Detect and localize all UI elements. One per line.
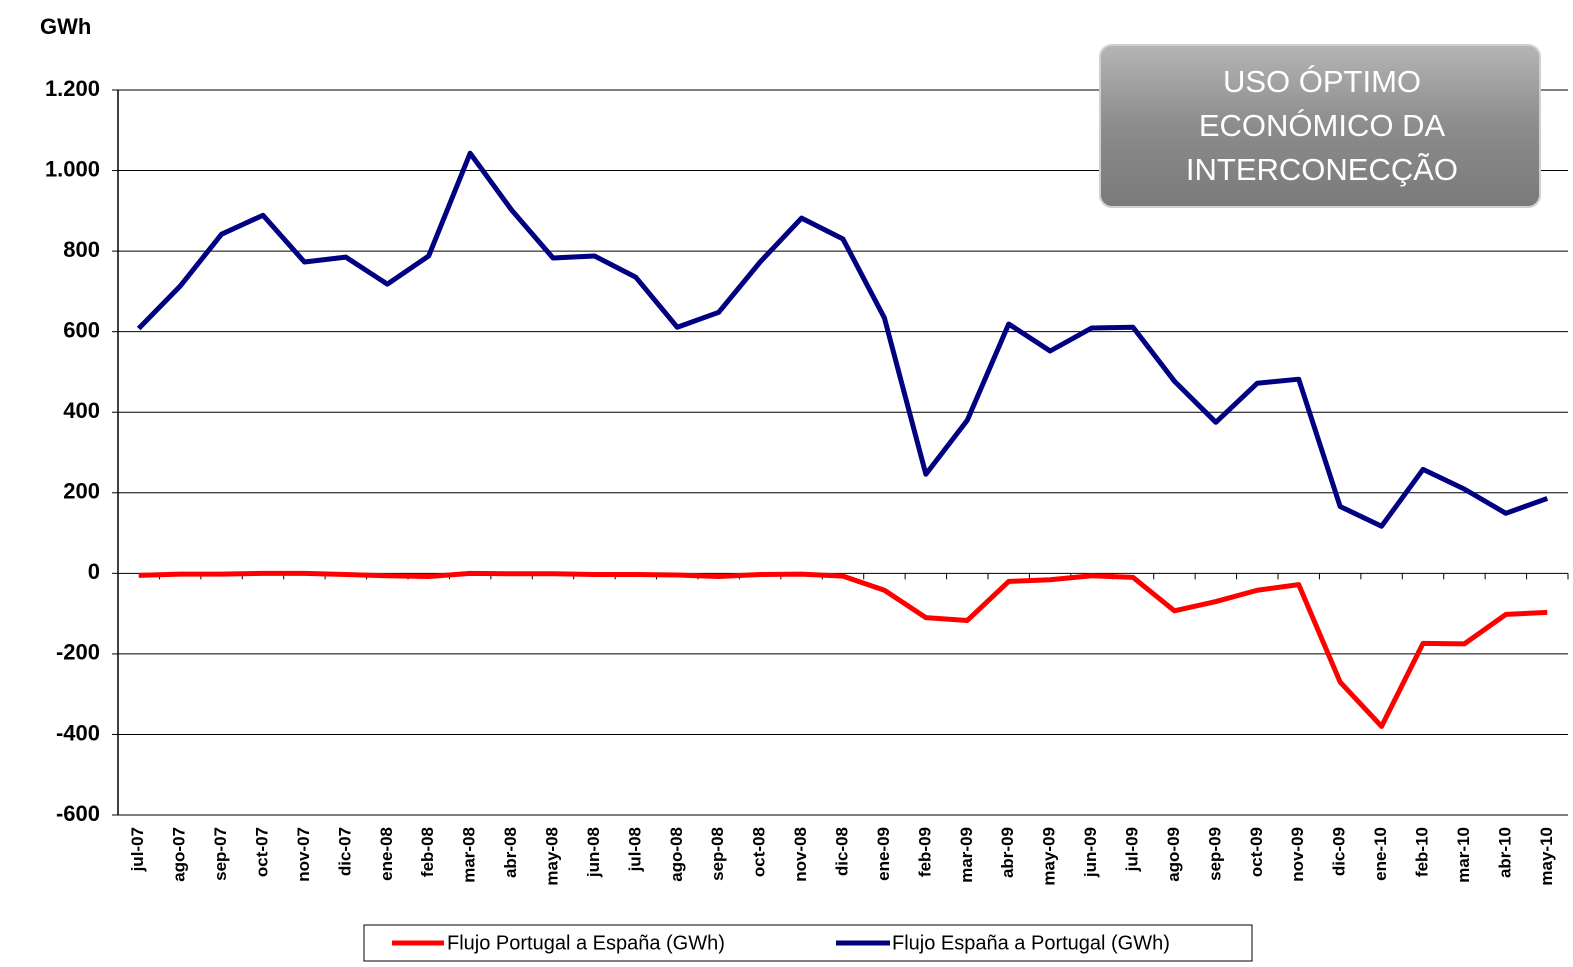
x-tick-label: oct-07	[252, 827, 271, 877]
annotation-line: INTERCONECÇÃO	[1186, 152, 1458, 187]
x-tick-label: feb-09	[915, 827, 934, 877]
y-tick-label: -200	[56, 640, 100, 665]
legend-box	[363, 924, 1253, 962]
y-tick-label: 1.200	[45, 76, 100, 101]
x-tick-label: may-08	[542, 827, 561, 886]
series-line	[136, 150, 1549, 529]
x-tick-label: abr-08	[501, 827, 520, 878]
x-tick-label: feb-08	[418, 827, 437, 877]
x-tick-label: abr-09	[998, 827, 1017, 878]
x-tick-label: oct-08	[750, 827, 769, 877]
x-tick-label: nov-09	[1288, 827, 1307, 882]
x-tick-label: sep-07	[211, 827, 230, 881]
x-tick-label: mar-10	[1454, 827, 1473, 883]
legend-entry: Flujo Portugal a España (GWh)	[447, 932, 725, 954]
x-tick-label: ago-07	[170, 827, 189, 882]
x-tick-label: sep-08	[708, 827, 727, 881]
x-tick-label: mar-09	[957, 827, 976, 883]
x-tick-label: ago-09	[1164, 827, 1183, 882]
plot-area: -600 -400 -200 0 200 400 600 800 1.000 1.200 jul-0…	[45, 76, 1569, 886]
legend-entry: Flujo España a Portugal (GWh)	[892, 932, 1170, 954]
x-tick-label: sep-09	[1205, 827, 1224, 881]
x-tick-label: jul-09	[1122, 827, 1141, 872]
series-line	[138, 570, 1548, 729]
y-tick-label: 600	[63, 317, 100, 342]
y-tick-label: 1.000	[45, 156, 100, 181]
x-tick-label: nov-07	[294, 827, 313, 882]
y-tick-label: 400	[63, 398, 100, 423]
x-tick-label: may-09	[1040, 827, 1059, 886]
annotation-background	[1099, 44, 1541, 208]
x-tick-label: jul-08	[625, 827, 644, 872]
y-tick-label: 0	[88, 559, 100, 584]
x-tick-label: ene-08	[377, 827, 396, 881]
y-axis-label: GWh	[40, 14, 91, 39]
y-tick-label: -400	[56, 720, 100, 745]
x-tick-label: jun-08	[584, 827, 603, 878]
x-tick-label: ago-08	[667, 827, 686, 882]
x-tick-label: ene-10	[1371, 827, 1390, 881]
x-tick-label: jul-07	[128, 827, 147, 872]
x-tick-label: may-10	[1537, 827, 1556, 886]
x-tick-label: dic-08	[832, 827, 851, 876]
annotation-box: USO ÓPTIMO ECONÓMICO DA INTERCONECÇÃO	[1099, 44, 1541, 208]
x-tick-label: oct-09	[1247, 827, 1266, 877]
x-tick-label: ene-09	[874, 827, 893, 881]
x-tick-label: jun-09	[1081, 827, 1100, 878]
x-tick-label: abr-10	[1495, 827, 1514, 878]
x-tick-label: nov-08	[791, 827, 810, 882]
y-tick-label: 200	[63, 479, 100, 504]
legend: Flujo Portugal a España (GWh) Flujo Espa…	[363, 924, 1253, 962]
y-tick-label: 800	[63, 237, 100, 262]
y-tick-label: -600	[56, 801, 100, 826]
x-tick-label: dic-09	[1330, 827, 1349, 876]
x-tick-label: feb-10	[1412, 827, 1431, 877]
x-tick-label: mar-08	[460, 827, 479, 883]
annotation-line: ECONÓMICO DA	[1199, 108, 1446, 143]
x-tick-label: dic-07	[335, 827, 354, 876]
annotation-line: USO ÓPTIMO	[1223, 64, 1421, 99]
